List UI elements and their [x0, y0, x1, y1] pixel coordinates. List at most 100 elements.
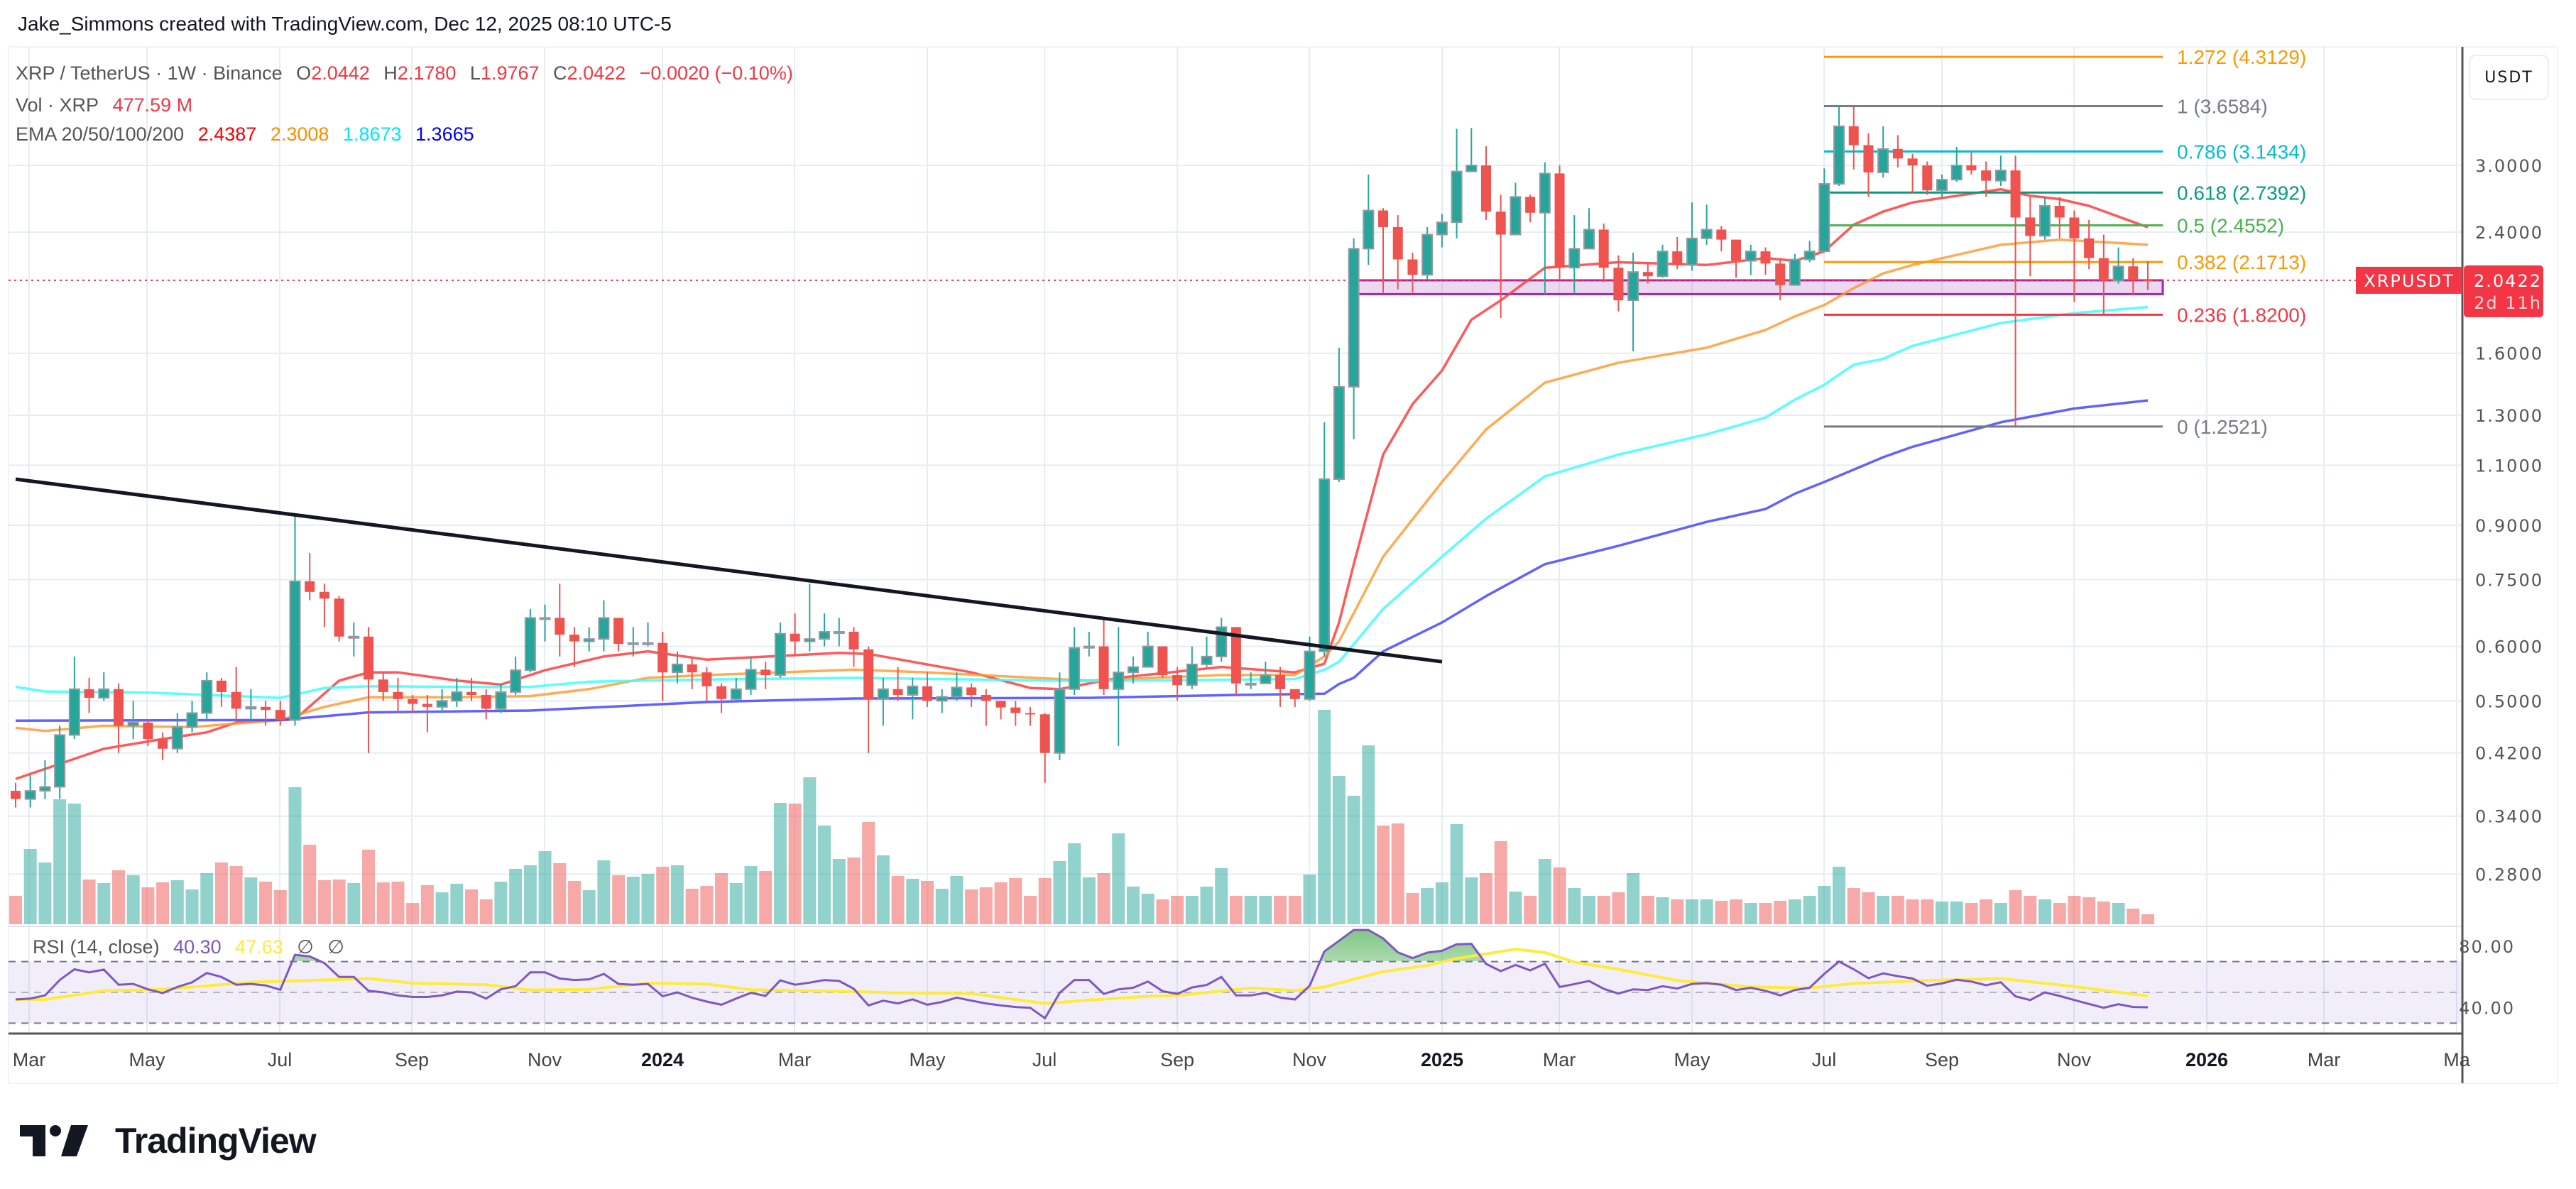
volume-bar [1715, 901, 1728, 924]
trendline-segment[interactable] [15, 477, 1443, 664]
candle-body [1098, 646, 1109, 689]
fib-open-paren: ( [2227, 251, 2239, 273]
rsi-extra-2: ∅ [327, 936, 344, 958]
price-tick-label: 1.3000 [2475, 406, 2543, 426]
candle-body [730, 688, 742, 700]
fib-level-label: 0 (1.2521) [2177, 416, 2268, 438]
fib-close-paren: ) [2300, 141, 2306, 163]
candle-body [1716, 229, 1727, 240]
ema20-value: 2.4387 [197, 124, 257, 145]
candle-body [702, 672, 712, 686]
candle-body [1877, 148, 1889, 173]
volume-bar [788, 804, 802, 924]
symbol-tag-text: XRPUSDT [2364, 271, 2455, 291]
ema-lines [15, 187, 2149, 781]
trendline[interactable] [15, 477, 1443, 664]
candle-body [524, 617, 536, 672]
rsi-overbought-fill [292, 930, 1485, 961]
axes: 3.0000 2.4000 1.6000 1.3000 1.1000 0.9000 0.75… [9, 47, 2543, 1083]
candle-body [495, 691, 507, 710]
candle-body [1142, 645, 1154, 668]
volume-bar [200, 873, 214, 924]
candle-body [657, 642, 668, 673]
volume-label[interactable]: Vol · XRP [16, 94, 99, 116]
candle-body [1936, 179, 1948, 192]
candle-body [1863, 145, 1874, 172]
fib-level-label: 0.5 (2.4552) [2177, 214, 2284, 236]
candle-body [1230, 627, 1241, 684]
volume-bars [9, 710, 2154, 924]
volume-bar [1097, 873, 1110, 924]
ema-label[interactable]: EMA 20/50/100/200 [16, 124, 185, 145]
volume-bar [1744, 903, 1757, 924]
volume-bar [1936, 902, 1949, 924]
candle-body [774, 632, 786, 676]
fib-open-paren: ( [2227, 141, 2239, 163]
volume-bar [1582, 896, 1595, 924]
fib-level-label: 0.786 (3.1434) [2177, 141, 2306, 163]
volume-bar [1891, 896, 1904, 924]
volume-bar [1965, 903, 1978, 924]
price-tick-label: 1.1000 [2475, 456, 2543, 476]
support-zone[interactable] [9, 279, 2462, 295]
fib-close-paren: ) [2300, 251, 2306, 273]
candle-body [819, 631, 831, 640]
volume-bar [1200, 887, 1213, 924]
legend-ohlc: XRP / TetherUS · 1W · Binance O2.0442 H2… [16, 62, 793, 84]
currency-button[interactable]: USDT [2469, 55, 2549, 100]
candle-body [877, 688, 889, 700]
volume-bar [1480, 873, 1492, 924]
symbol-title[interactable]: XRP / TetherUS · 1W · Binance [16, 62, 283, 84]
volume-bar [2097, 902, 2110, 924]
open-value: 2.0442 [311, 62, 370, 84]
rsi-label[interactable]: RSI (14, close) [33, 936, 160, 958]
time-tick-label: Mar [2308, 1049, 2341, 1070]
candle-body [422, 703, 432, 707]
volume-bar [141, 887, 155, 924]
volume-bar [111, 870, 125, 924]
close-label: C [553, 62, 567, 84]
tradingview-logo[interactable]: TradingView [20, 1120, 317, 1161]
volume-bar [1906, 899, 1919, 924]
support-zone-rect[interactable] [1355, 279, 2164, 295]
volume-bar [288, 787, 302, 924]
price-tick-label: 1.6000 [2475, 344, 2543, 364]
volume-bar [1332, 776, 1346, 924]
candle-body [1613, 268, 1624, 301]
candle-body [334, 598, 344, 637]
volume-bar [1538, 859, 1551, 924]
candle-body [995, 701, 1006, 708]
open-label: O [296, 62, 312, 84]
volume-bar [494, 882, 508, 924]
volume-bar [700, 886, 714, 924]
fib-close-paren: ) [2261, 95, 2267, 117]
time-tick-label: May [129, 1049, 165, 1070]
volume-bar [597, 860, 611, 924]
fib-retracement[interactable]: 1.272 (4.3129)1 (3.6584)0.786 (3.1434)0.… [1824, 46, 2306, 438]
time-tick-label: Mar [1543, 1049, 1576, 1070]
high-label: H [383, 62, 398, 84]
volume-bar [214, 862, 228, 924]
candle-body [745, 669, 757, 690]
volume-bar [862, 822, 875, 924]
candle-body [2112, 265, 2124, 282]
fib-close-paren: ) [2261, 416, 2267, 438]
price-tick-label: 0.7500 [2475, 571, 2543, 591]
candle-body [113, 689, 124, 726]
volume-bar [1877, 896, 1890, 924]
candle-body [466, 691, 477, 695]
ema200-line [15, 399, 2149, 722]
candle-body [201, 679, 213, 714]
candle-body [1245, 682, 1257, 686]
volume-bar [435, 892, 449, 924]
candle-body [510, 669, 522, 693]
volume-bar [1435, 882, 1448, 924]
candle-body [1407, 259, 1418, 275]
candle-body [1069, 647, 1081, 690]
candle-body [555, 618, 565, 635]
volume-bar [1421, 888, 1434, 924]
time-tick-label: 2026 [2185, 1049, 2228, 1070]
candle-body [261, 706, 271, 711]
volume-bar [1921, 899, 1934, 924]
